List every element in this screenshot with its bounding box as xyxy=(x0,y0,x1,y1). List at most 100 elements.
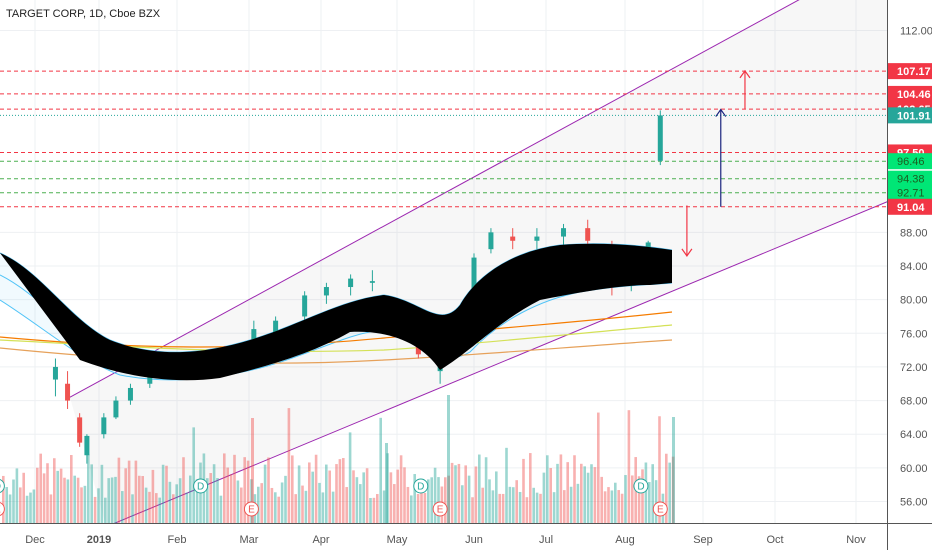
volume-bar xyxy=(546,455,549,523)
volume-bar xyxy=(93,496,97,523)
dividend-marker xyxy=(633,478,649,494)
volume-bar xyxy=(53,458,56,523)
volume-bar xyxy=(447,475,450,523)
volume-bar xyxy=(308,462,311,523)
volume-bar xyxy=(314,454,318,523)
volume-bar xyxy=(651,464,654,523)
candle-body xyxy=(113,400,119,418)
volume-bar xyxy=(56,470,59,523)
volume-bar xyxy=(607,487,610,523)
earnings-marker-label: E xyxy=(657,505,664,516)
volume-bar xyxy=(8,494,12,523)
volume-bar xyxy=(654,480,658,523)
earnings-marker-label: E xyxy=(0,505,1,516)
y-tick-label: 64.00 xyxy=(900,429,928,441)
earnings-marker xyxy=(652,501,668,517)
volume-bar xyxy=(325,464,328,523)
volume-bar xyxy=(270,487,274,523)
candle-body xyxy=(369,281,375,283)
volume-bar xyxy=(25,495,29,523)
volume-bar xyxy=(376,494,379,523)
volume-bar xyxy=(97,488,100,523)
volume-bar xyxy=(573,455,576,523)
y-tick-label: 60.00 xyxy=(900,463,928,475)
volume-bar xyxy=(260,483,263,523)
volume-bar xyxy=(144,487,148,523)
volume-bar xyxy=(413,474,416,523)
volume-bar xyxy=(345,487,348,523)
volume-bar-spike xyxy=(672,417,675,523)
volume-bar xyxy=(450,462,454,523)
volume-bar xyxy=(280,482,284,523)
volume-bar xyxy=(76,477,80,523)
price-tag-support xyxy=(888,184,932,201)
volume-bar xyxy=(620,493,624,523)
volume-bar xyxy=(403,467,406,523)
x-tick-label: Jul xyxy=(539,534,553,546)
volume-bar xyxy=(467,475,471,523)
volume-bar xyxy=(342,458,345,523)
volume-bar xyxy=(559,454,563,523)
volume-bar-spike xyxy=(447,395,450,523)
volume-bar xyxy=(301,485,304,523)
dividend-marker xyxy=(193,478,209,494)
earnings-marker xyxy=(0,501,5,517)
volume-bar xyxy=(267,457,270,523)
volume-bar xyxy=(291,455,294,523)
y-tick-label: 84.00 xyxy=(900,261,928,273)
volume-bar xyxy=(80,487,83,523)
volume-bar xyxy=(127,460,131,523)
volume-bar xyxy=(617,490,620,523)
price-tag-support xyxy=(888,153,932,170)
price-tag-label: 96.46 xyxy=(897,156,925,168)
candle-body xyxy=(561,228,567,237)
volume-bar xyxy=(539,493,542,523)
volume-bar xyxy=(168,481,172,523)
volume-bar xyxy=(583,466,586,523)
volume-bar xyxy=(352,470,355,523)
dividend-marker-label: D xyxy=(0,482,1,493)
volume-bar xyxy=(420,491,423,523)
volume-bar xyxy=(624,475,627,523)
earnings-marker-label: E xyxy=(248,505,255,516)
volume-bar xyxy=(12,479,15,523)
volume-bar xyxy=(100,464,104,523)
x-tick-label: 2019 xyxy=(87,534,111,546)
x-tick-label: Nov xyxy=(846,534,866,546)
volume-bar xyxy=(501,493,505,523)
volume-bar xyxy=(508,486,512,523)
volume-bar xyxy=(396,469,399,523)
volume-bar xyxy=(246,460,250,523)
volume-bar xyxy=(348,432,352,523)
volume-bar xyxy=(382,490,386,523)
volume-bar xyxy=(172,494,175,523)
volume-bar xyxy=(284,475,287,523)
volume-bar xyxy=(59,468,63,523)
volume-bar xyxy=(658,416,661,523)
volume-bar xyxy=(66,479,70,523)
volume-bar xyxy=(226,467,229,523)
x-tick-label: Sep xyxy=(693,534,713,546)
volume-bar xyxy=(444,477,447,523)
volume-bar xyxy=(430,477,433,523)
volume-bar xyxy=(478,454,481,523)
volume-bar xyxy=(263,464,267,523)
earnings-marker-label: E xyxy=(437,505,444,516)
volume-bar xyxy=(297,465,301,523)
volume-bar xyxy=(175,484,178,523)
price-tag-support xyxy=(888,170,932,187)
volume-bar xyxy=(393,484,396,523)
volume-bar xyxy=(610,490,614,523)
volume-bar xyxy=(471,497,474,523)
y-tick-label: 68.00 xyxy=(900,396,928,408)
volume-bar xyxy=(165,465,168,523)
volume-bar xyxy=(148,491,151,523)
volume-bar xyxy=(233,454,236,523)
volume-bar xyxy=(2,475,5,523)
volume-bar xyxy=(427,479,430,523)
volume-bar xyxy=(590,464,593,523)
volume-bar xyxy=(138,475,141,523)
volume-bar xyxy=(355,477,359,523)
candle-body xyxy=(488,232,494,250)
